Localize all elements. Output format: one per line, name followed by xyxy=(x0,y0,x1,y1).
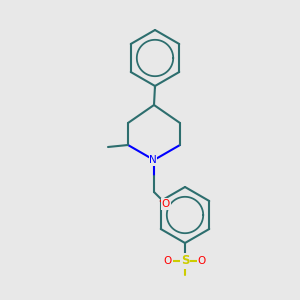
Text: O: O xyxy=(198,256,206,266)
Text: S: S xyxy=(181,254,189,268)
Text: O: O xyxy=(162,199,170,209)
Text: N: N xyxy=(149,155,157,165)
Text: O: O xyxy=(164,256,172,266)
